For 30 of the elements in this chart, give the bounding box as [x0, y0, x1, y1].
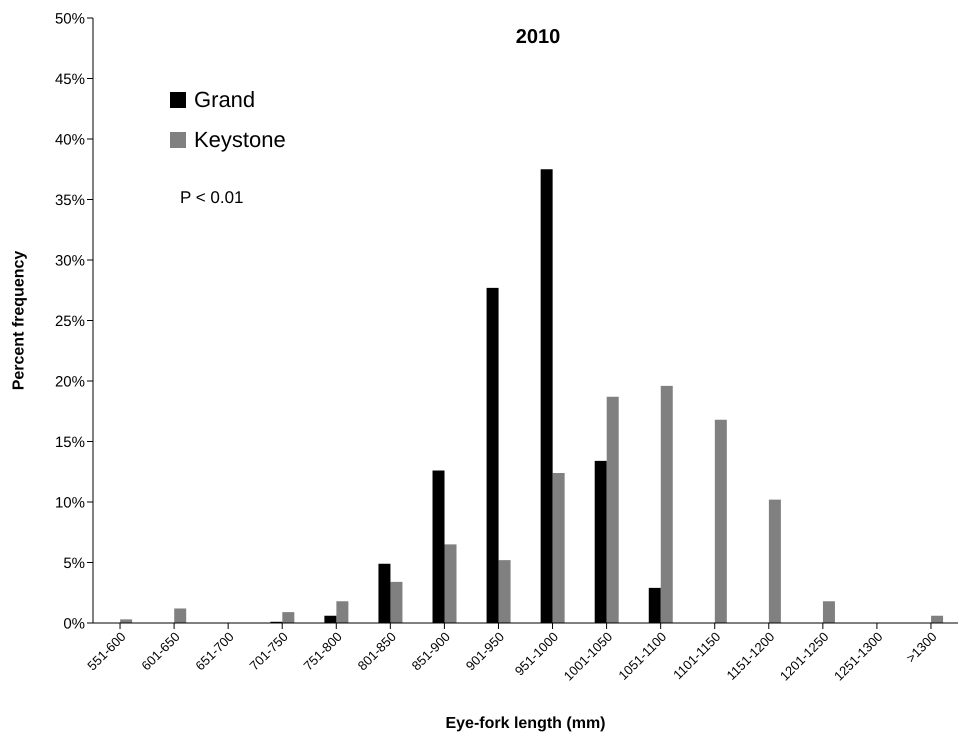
bar [552, 472, 565, 623]
y-tick-label: 0% [63, 615, 85, 632]
bar [660, 386, 673, 623]
y-tick-label: 45% [54, 70, 85, 88]
x-axis-title: Eye-fork length (mm) [445, 715, 606, 732]
bar [714, 420, 727, 623]
bar [336, 601, 348, 623]
y-tick-label: 25% [54, 312, 85, 330]
y-tick-label: 30% [54, 252, 85, 270]
bar [444, 544, 457, 623]
chart-title: 2010 [514, 26, 562, 49]
y-tick-label: 50% [54, 10, 85, 28]
bar [606, 396, 619, 623]
bar [390, 582, 402, 623]
legend-label: Keystone [194, 126, 286, 154]
bar [174, 608, 186, 623]
y-axis-title: Percent frequency [10, 250, 28, 390]
y-tick-label: 10% [54, 494, 85, 512]
annotation: P < 0.01 [180, 188, 244, 208]
legend-label: Grand [194, 86, 256, 114]
bar [768, 500, 781, 623]
bar [498, 560, 511, 623]
y-tick-label: 20% [54, 373, 85, 390]
y-tick-label: 5% [63, 554, 85, 572]
y-tick-label: 15% [54, 434, 85, 451]
bar [282, 612, 294, 623]
y-tick-label: 40% [54, 131, 85, 148]
bar [822, 601, 835, 623]
bar [931, 616, 944, 623]
y-tick-label: 35% [54, 192, 85, 209]
